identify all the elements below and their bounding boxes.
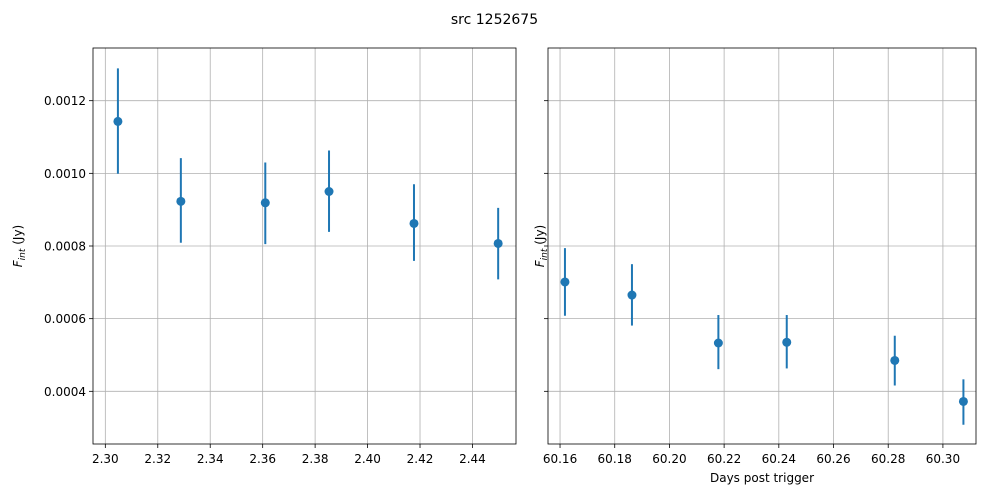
y-axis-label-subscript: int	[540, 248, 550, 260]
data-point	[409, 218, 419, 228]
y-axis-label-symbol: F	[533, 259, 547, 267]
x-tick-label: 2.38	[302, 452, 329, 466]
data-point	[176, 196, 186, 206]
x-tick-label: 60.30	[926, 452, 960, 466]
x-tick-label: 60.22	[707, 452, 741, 466]
data-point	[958, 396, 968, 406]
data-point	[560, 277, 570, 287]
data-point	[113, 116, 123, 126]
x-tick-label: 2.42	[407, 452, 434, 466]
y-axis-label-symbol: F	[11, 259, 25, 267]
x-axis-label: Days post trigger	[710, 471, 814, 485]
figure-title: src 1252675	[451, 12, 538, 28]
x-tick-label: 2.40	[354, 452, 381, 466]
x-tick-label: 60.20	[652, 452, 686, 466]
left-panel: 2.30 2.32 2.34 2.36 2.38 2.40 2.42 2.44 0.0004 0.…	[11, 47, 517, 466]
y-axis-label-subscript: int	[18, 248, 28, 260]
data-point	[890, 355, 900, 365]
right-panel: 60.16 60.18 60.20 60.22 60.24 60.26 60.28 60.30…	[533, 47, 977, 485]
y-axis-label: Fint (Jy)	[533, 225, 550, 267]
x-tick-label: 2.32	[144, 452, 171, 466]
data-point	[627, 290, 637, 300]
y-tick-label: 0.0006	[44, 312, 86, 326]
x-tick-label: 60.28	[871, 452, 905, 466]
x-tick-label: 60.24	[762, 452, 796, 466]
x-tick-label: 2.44	[459, 452, 486, 466]
data-point	[324, 187, 334, 197]
axes-frame	[547, 47, 977, 445]
y-tick-label: 0.0008	[44, 240, 86, 254]
data-point	[260, 198, 270, 208]
y-axis-label-unit: (Jy)	[533, 225, 547, 249]
data-point	[713, 338, 723, 348]
y-tick-label: 0.0010	[44, 167, 86, 181]
x-tick-label: 2.30	[92, 452, 119, 466]
y-tick-label: 0.0004	[44, 385, 86, 399]
y-axis-label-unit: (Jy)	[11, 225, 25, 249]
data-point	[782, 337, 792, 347]
x-tick-label: 60.18	[598, 452, 632, 466]
y-tick-label: 0.0012	[44, 94, 86, 108]
axes-frame	[92, 47, 517, 445]
data-point	[493, 238, 503, 248]
x-tick-label: 2.36	[249, 452, 276, 466]
x-tick-label: 2.34	[197, 452, 224, 466]
x-tick-label: 60.26	[816, 452, 850, 466]
x-tick-label: 60.16	[543, 452, 577, 466]
y-axis-label: Fint (Jy)	[11, 225, 28, 267]
